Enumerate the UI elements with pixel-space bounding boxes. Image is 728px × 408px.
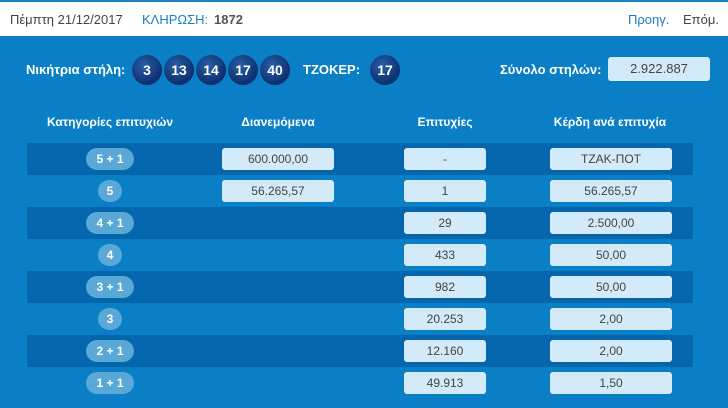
- distributed-value: 600.000,00: [222, 148, 334, 170]
- joker-ball: 17: [370, 55, 400, 85]
- prize-value: 56.265,57: [550, 180, 672, 202]
- prize-value: ΤΖΑΚ-ΠΟΤ: [550, 148, 672, 170]
- draw-date: Πέμπτη 21/12/2017: [10, 12, 123, 27]
- wins-value: 1: [404, 180, 486, 202]
- category-pill: 4 + 1: [86, 212, 134, 234]
- ball: 13: [164, 55, 194, 85]
- table-row: 4 433 50,00: [27, 239, 693, 271]
- table-row: 3 20.253 2,00: [27, 303, 693, 335]
- ball: 40: [260, 55, 290, 85]
- prize-value: 1,50: [550, 372, 672, 394]
- category-pill: 4: [98, 244, 122, 266]
- col-header-prize: Κέρδη ανά επιτυχία: [553, 115, 667, 129]
- category-pill: 5: [98, 180, 122, 202]
- table-row: 5 56.265,57 1 56.265,57: [27, 175, 693, 207]
- next-link[interactable]: Επόμ.: [683, 12, 719, 27]
- winning-column-label: Νικήτρια στήλη:: [26, 62, 126, 77]
- prize-value: 2,00: [550, 308, 672, 330]
- wins-value: 49.913: [404, 372, 486, 394]
- draw-number: 1872: [214, 12, 243, 27]
- table-row: 3 + 1 982 50,00: [27, 271, 693, 303]
- total-columns-label: Σύνολο στηλών:: [500, 62, 602, 77]
- ball: 3: [132, 55, 162, 85]
- table-row: 5 + 1 600.000,00 - ΤΖΑΚ-ΠΟΤ: [27, 143, 693, 175]
- wins-value: 12.160: [404, 340, 486, 362]
- total-columns-value: 2.922.887: [608, 57, 710, 81]
- prize-value: 50,00: [550, 276, 672, 298]
- category-pill: 3 + 1: [86, 276, 134, 298]
- wins-value: -: [404, 148, 486, 170]
- ball: 14: [196, 55, 226, 85]
- col-header-distributed: Διανεμόμενα: [241, 115, 315, 129]
- prize-value: 2.500,00: [550, 212, 672, 234]
- top-bar: Πέμπτη 21/12/2017 ΚΛΗΡΩΣΗ: 1872 Προηγ. Ε…: [0, 0, 728, 36]
- col-header-category: Κατηγορίες επιτυχιών: [46, 115, 174, 129]
- col-header-wins: Επιτυχίες: [417, 115, 473, 129]
- ball: 17: [228, 55, 258, 85]
- wins-value: 433: [404, 244, 486, 266]
- prize-value: 2,00: [550, 340, 672, 362]
- table-row: 4 + 1 29 2.500,00: [27, 207, 693, 239]
- draw-label: ΚΛΗΡΩΣΗ:: [142, 12, 209, 27]
- joker-label: ΤΖΟΚΕΡ:: [303, 62, 361, 77]
- wins-value: 29: [404, 212, 486, 234]
- table-row: 2 + 1 12.160 2,00: [27, 335, 693, 367]
- category-pill: 5 + 1: [86, 148, 134, 170]
- prize-value: 50,00: [550, 244, 672, 266]
- prev-link[interactable]: Προηγ.: [628, 12, 670, 27]
- category-pill: 2 + 1: [86, 340, 134, 362]
- table-row: 1 + 1 49.913 1,50: [27, 367, 693, 399]
- wins-value: 20.253: [404, 308, 486, 330]
- wins-value: 982: [404, 276, 486, 298]
- category-pill: 3: [98, 308, 122, 330]
- category-pill: 1 + 1: [86, 372, 134, 394]
- distributed-value: 56.265,57: [222, 180, 334, 202]
